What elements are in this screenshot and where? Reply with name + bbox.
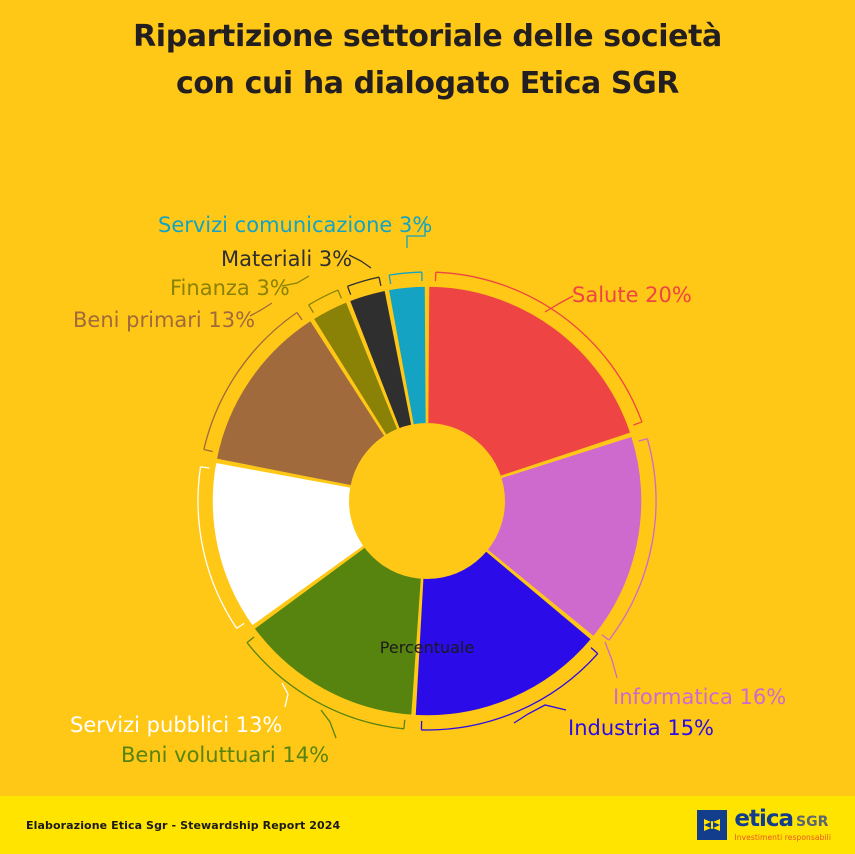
slice-label: Materiali 3% xyxy=(221,247,353,271)
slice-bracket-tick xyxy=(296,312,303,321)
footer-bar: Elaborazione Etica Sgr - Stewardship Rep… xyxy=(0,796,855,854)
pie-chart: Percentuale Salute 20% Informatica 16% Ind… xyxy=(0,150,855,790)
slice-label: Beni voluttuari 14% xyxy=(121,743,330,767)
chart-title-line-1: Ripartizione settoriale delle società xyxy=(133,19,722,54)
slice-label: Beni primari 13% xyxy=(73,308,256,332)
slice-label: Servizi pubblici 13% xyxy=(70,713,283,737)
slice-leader-line xyxy=(604,641,618,679)
footer-source-note: Elaborazione Etica Sgr - Stewardship Rep… xyxy=(26,818,341,832)
slice-leader-line xyxy=(406,222,426,248)
slice-label: Servizi comunicazione 3% xyxy=(158,213,433,237)
slice-bracket-arc xyxy=(608,438,657,641)
slice-leader-line xyxy=(513,704,567,724)
slice-leader-line xyxy=(544,295,574,313)
slice-leader-line xyxy=(320,709,337,739)
slice-bracket-arcs xyxy=(197,271,657,731)
logo-name-row: etica SGR xyxy=(734,808,831,831)
chart-title-line-2: con cui ha dialogato Etica SGR xyxy=(175,65,680,101)
etica-sgr-logo: etica SGR Investimenti responsabili xyxy=(697,808,831,842)
logo-tagline: Investimenti responsabili xyxy=(734,833,831,843)
pie-chart-svg xyxy=(197,222,657,739)
slice-label: Industria 15% xyxy=(568,716,715,740)
slice-bracket-arc xyxy=(197,466,238,629)
slice-bracket-tick xyxy=(601,634,610,641)
slice-label: Salute 20% xyxy=(572,283,692,307)
slice-leader-line xyxy=(281,682,289,708)
slice-leader-line xyxy=(348,254,372,269)
slice-bracket-arc xyxy=(347,276,380,287)
slice-label: Informatica 16% xyxy=(613,685,787,709)
logo-brand: etica xyxy=(734,806,794,833)
slice-bracket-tick xyxy=(403,719,406,729)
slice-bracket-arc xyxy=(308,289,339,306)
slice-bracket-tick xyxy=(590,647,599,655)
slice-bracket-tick xyxy=(378,276,382,287)
etica-butterfly-mark-icon xyxy=(697,810,728,840)
logo-suffix: SGR xyxy=(796,814,829,831)
slice-bracket-arc xyxy=(246,642,404,730)
slice-bracket-tick xyxy=(388,275,392,285)
slice-bracket-tick xyxy=(633,421,643,426)
slice-bracket-tick xyxy=(308,304,314,313)
slice-bracket-arc xyxy=(421,653,599,731)
donut-hole xyxy=(349,423,505,579)
slice-leader-line xyxy=(249,302,273,317)
slice-bracket-arc xyxy=(389,271,422,276)
slice-bracket-arc xyxy=(203,311,298,450)
donut-center-label: Percentuale xyxy=(379,638,475,657)
slice-bracket-arc xyxy=(435,271,643,423)
slice-bracket-tick xyxy=(337,289,343,299)
slice-bracket-tick xyxy=(638,438,648,442)
slice-leader-line xyxy=(281,275,310,287)
slice-bracket-tick xyxy=(236,622,245,629)
chart-title: Ripartizione settoriale delle società co… xyxy=(0,18,855,102)
slice-leader-lines xyxy=(249,222,618,739)
slice-bracket-tick xyxy=(246,636,255,644)
slice-bracket-tick xyxy=(200,466,210,469)
slice-label: Finanza 3% xyxy=(170,276,290,300)
slice-bracket-tick xyxy=(203,448,213,453)
slice-bracket-tick xyxy=(346,286,352,295)
logo-text: etica SGR Investimenti responsabili xyxy=(734,808,831,842)
